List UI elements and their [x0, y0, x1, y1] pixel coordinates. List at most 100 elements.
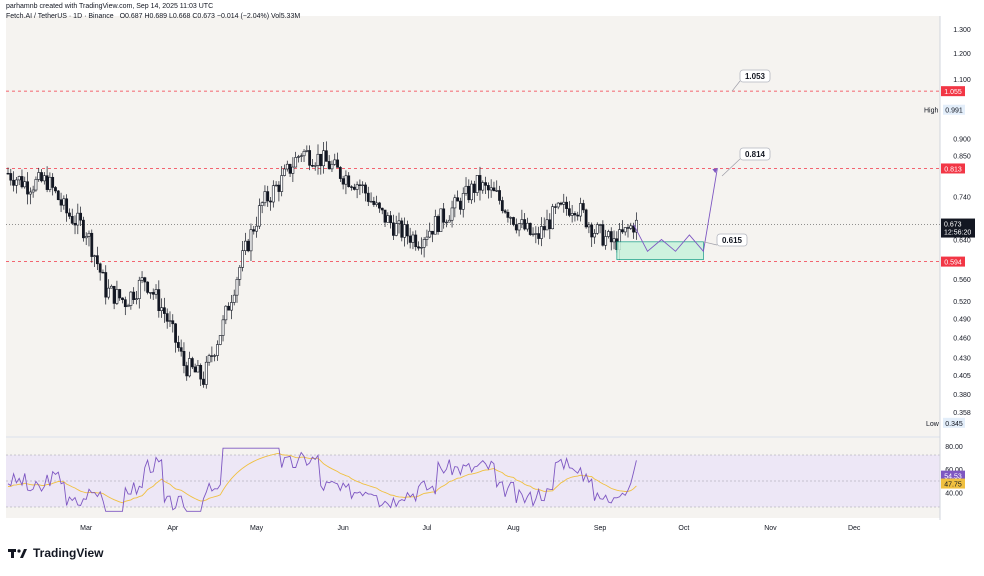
candle-body — [492, 187, 496, 192]
candle-body — [62, 198, 66, 206]
candle-body — [218, 335, 222, 345]
tradingview-logo[interactable]: TradingView — [8, 546, 103, 560]
annotation-callouts[interactable]: 1.053 0.814 0.615 — [703, 69, 771, 247]
price-tick-label: 0.405 — [953, 373, 971, 380]
candle-body — [375, 202, 379, 205]
candle-body — [319, 153, 323, 167]
candle-body — [59, 199, 63, 206]
candle-body — [51, 176, 55, 188]
callout-box — [716, 233, 748, 247]
projection-path[interactable] — [633, 168, 718, 253]
time-tick-label: Mar — [80, 525, 93, 532]
candle-body — [520, 219, 524, 225]
candle-body — [31, 189, 35, 193]
candle-body — [132, 291, 136, 300]
support-zone[interactable] — [616, 241, 704, 261]
candle-body — [249, 229, 253, 252]
candle-body — [584, 209, 588, 228]
candle-body — [190, 358, 194, 368]
candle-body — [246, 240, 250, 252]
candle-body — [302, 151, 306, 157]
symbol-title[interactable]: Fetch.AI / TetherUS · 1D · Binance — [6, 13, 114, 20]
candle-body — [579, 203, 582, 217]
price-tick-label: 0.560 — [953, 277, 971, 284]
price-tick-label: 0.520 — [953, 299, 971, 306]
candle-body — [299, 155, 303, 157]
candle-body — [123, 299, 127, 308]
candle-body — [241, 250, 244, 268]
candle-body — [361, 184, 365, 187]
candle-body — [417, 246, 420, 249]
candle-body — [464, 185, 468, 194]
rsi-line — [7, 447, 637, 512]
candle-body — [101, 271, 105, 274]
time-tick-label: May — [250, 525, 264, 532]
time-tick-label: Oct — [678, 525, 689, 532]
candle-body — [79, 212, 83, 221]
price-tick-label: 0.380 — [953, 392, 971, 399]
candle-body — [556, 202, 560, 208]
high-value-label: 0.991 — [945, 108, 963, 115]
candle-body — [542, 226, 546, 231]
candle-body — [45, 175, 49, 190]
level-price-label: 1.055 — [944, 89, 962, 96]
callout-box — [739, 147, 771, 161]
low-label: Low — [926, 421, 940, 428]
candle-body — [570, 213, 574, 216]
candle-body — [612, 238, 616, 243]
candle-body — [419, 247, 423, 249]
candle-body — [481, 182, 485, 191]
candle-body — [28, 191, 32, 195]
candle-body — [95, 255, 99, 265]
time-tick-label: Aug — [507, 525, 520, 532]
candle-body — [355, 184, 359, 190]
callout-label: 0.814 — [745, 150, 766, 159]
candle-body — [629, 225, 633, 229]
low-value-tag — [943, 417, 965, 428]
level-price-tag — [941, 86, 965, 97]
rsi-ma-value-tag — [941, 478, 965, 489]
candle-body — [70, 216, 74, 224]
price-tick-label: 1.300 — [953, 27, 971, 34]
candle-body — [37, 172, 41, 180]
candle-body — [517, 223, 521, 231]
candle-body — [378, 202, 381, 209]
candle-body — [495, 190, 499, 192]
candle-body — [115, 289, 119, 304]
candle-body — [112, 285, 116, 304]
time-tick-label: Sep — [594, 525, 607, 532]
candle-body — [484, 182, 487, 186]
candle-body — [372, 200, 376, 205]
candle-body — [431, 230, 434, 235]
candle-body — [386, 215, 390, 223]
candle-body — [383, 209, 387, 223]
candle-body — [607, 231, 610, 237]
candle-body — [277, 184, 281, 192]
candle-body — [182, 351, 186, 366]
time-axis[interactable]: Mar Apr May Jun Jul Aug Sep Oct Nov Dec — [80, 525, 861, 532]
rsi-tick-label: 40.00 — [945, 491, 963, 498]
candle-body — [204, 361, 208, 385]
candle-body — [26, 181, 29, 195]
candle-body — [121, 297, 124, 300]
candle-body — [280, 175, 284, 192]
price-axis[interactable]: 1.300 1.200 1.100 0.900 0.850 0.740 0.640 0.560… — [924, 27, 975, 428]
callout-leader — [703, 241, 718, 246]
candle-body — [565, 201, 568, 209]
candle-body — [414, 234, 418, 248]
candle-body — [165, 313, 169, 322]
candle-body — [154, 289, 158, 295]
candle-body — [545, 219, 549, 231]
candle-body — [330, 163, 334, 170]
candle-body — [221, 319, 225, 336]
candle-body — [216, 344, 219, 356]
candle-body — [40, 172, 43, 182]
rsi-value-label: 54.53 — [944, 474, 962, 481]
candle-body — [621, 229, 624, 233]
candle-body — [269, 200, 272, 203]
zone-rect — [616, 241, 704, 261]
candle-body — [126, 305, 130, 308]
